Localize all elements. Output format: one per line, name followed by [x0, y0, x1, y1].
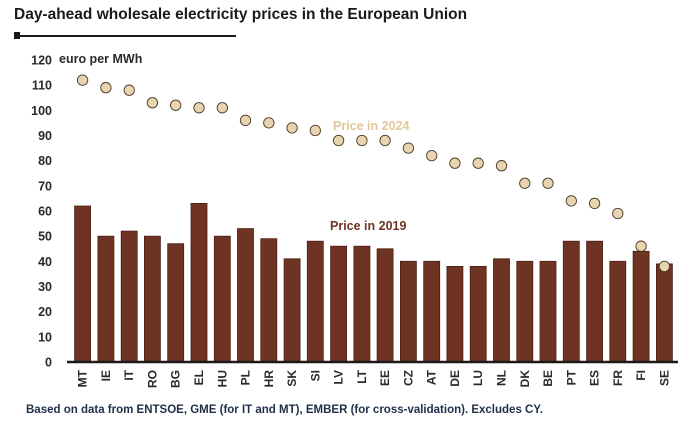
title-rule [14, 35, 236, 37]
dot-2024 [472, 157, 484, 169]
category-label: RO [145, 370, 159, 388]
dot-2024 [519, 177, 531, 189]
bar-2019 [213, 235, 231, 363]
bar-2019 [562, 240, 580, 363]
y-tick-label: 0 [45, 356, 52, 370]
category-label: CZ [401, 370, 415, 386]
bar-2019 [74, 205, 91, 363]
dot-2024 [426, 149, 438, 162]
bar-2019 [143, 235, 161, 363]
y-tick-label: 70 [38, 179, 52, 193]
dot-2024 [635, 240, 647, 252]
y-tick-label: 120 [31, 54, 52, 68]
bar-2019 [260, 238, 278, 363]
y-tick-label: 110 [32, 79, 52, 93]
bar-2019 [306, 240, 324, 363]
dot-2024 [123, 84, 135, 96]
bar-2019 [167, 243, 185, 363]
dot-2024 [612, 207, 624, 220]
series-label-2024: Price in 2024 [333, 119, 409, 133]
category-label: FR [611, 370, 625, 386]
category-label: NL [494, 370, 508, 386]
dot-2024 [495, 160, 508, 172]
category-label: IT [122, 369, 136, 380]
category-label: BG [169, 370, 183, 388]
dot-2024 [658, 260, 671, 273]
y-tick-label: 10 [38, 330, 52, 344]
y-tick-label: 80 [38, 154, 52, 168]
dot-2024 [216, 102, 228, 114]
dot-2024 [286, 122, 298, 134]
category-label: ES [588, 370, 602, 386]
category-label: HU [215, 370, 229, 387]
dot-2024 [565, 195, 577, 207]
bar-2019 [469, 265, 487, 363]
category-label: DE [448, 370, 462, 387]
category-label: PL [239, 370, 253, 385]
chart-title: Day-ahead wholesale electricity prices i… [14, 6, 468, 23]
category-label: AT [425, 369, 439, 385]
category-label: LV [332, 370, 346, 384]
category-label: EE [378, 370, 392, 386]
y-tick-label: 30 [38, 280, 52, 294]
series-label-2019: Price in 2019 [330, 219, 406, 233]
category-label: SK [285, 370, 299, 387]
dot-2024 [239, 114, 252, 127]
category-label: MT [76, 369, 90, 387]
dot-2024 [542, 177, 554, 189]
y-tick-label: 40 [38, 255, 52, 269]
bar-2019 [97, 235, 115, 363]
source-note: Based on data from ENTSOE, GME (for IT a… [26, 404, 543, 416]
bar-2019 [609, 260, 627, 363]
dot-2024 [449, 157, 461, 169]
category-label: LU [471, 370, 485, 386]
y-tick-label: 50 [38, 230, 52, 244]
y-tick-label: 20 [38, 305, 52, 319]
bar-2019 [539, 260, 557, 363]
dot-2024 [170, 99, 182, 111]
category-label: SE [657, 370, 671, 386]
y-tick-label: 60 [38, 205, 52, 219]
dot-2024 [402, 142, 415, 154]
dot-2024 [379, 134, 391, 147]
bar-2019 [283, 258, 301, 363]
dot-2024 [332, 134, 345, 147]
bar-2019 [120, 230, 138, 363]
bar-2019 [376, 248, 394, 363]
bar-2019 [516, 260, 534, 363]
y-axis-unit-label: euro per MWh [59, 52, 143, 66]
dot-2024 [76, 74, 89, 86]
bar-2019 [190, 202, 208, 363]
bar-2019 [423, 260, 441, 363]
dot-2024 [309, 124, 321, 137]
category-label: PT [564, 369, 578, 385]
category-label: BE [541, 370, 555, 387]
category-label: EL [192, 370, 206, 385]
bar-2019 [353, 245, 371, 363]
bar-2019 [330, 245, 348, 363]
dot-2024 [146, 97, 159, 109]
y-tick-label: 100 [31, 104, 52, 118]
category-label: HR [262, 370, 276, 388]
dot-2024 [356, 134, 368, 147]
dot-2024 [100, 82, 112, 94]
bar-2019 [656, 263, 673, 363]
bar-2019 [586, 240, 603, 363]
bar-2019 [399, 260, 417, 363]
category-label: IE [99, 370, 113, 381]
bar-2019 [632, 250, 650, 363]
category-label: DK [518, 370, 532, 388]
dot-2024 [263, 117, 275, 129]
dot-2024 [193, 102, 205, 114]
category-label: LT [355, 369, 369, 383]
category-label: SI [308, 370, 322, 381]
bar-2019 [237, 228, 254, 363]
bar-2019 [446, 265, 464, 363]
category-label: FI [634, 370, 648, 381]
bar-2019 [493, 258, 510, 363]
y-tick-label: 90 [38, 129, 52, 143]
dot-2024 [588, 197, 601, 210]
